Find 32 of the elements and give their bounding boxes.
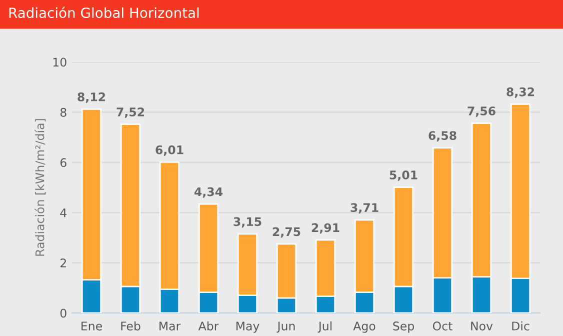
total-label: 7,56 (468, 106, 496, 117)
x-tick-label: Oct (432, 322, 452, 330)
y-tick-label: 4 (60, 208, 66, 218)
total-label: 3,15 (234, 217, 262, 228)
x-tick-label: Jun (276, 322, 295, 333)
total-label: 6,01 (156, 145, 184, 156)
x-tick-label: Jul (318, 321, 332, 333)
x-tick-label: May (236, 322, 260, 333)
total-label: 3,71 (350, 203, 378, 214)
total-label: 8,12 (78, 92, 106, 103)
y-axis-title: Radiación [kWh/m²/día] (34, 119, 46, 256)
y-tick-label: 10 (53, 58, 66, 67)
total-label: 5,01 (390, 170, 418, 181)
x-tick-label: Dic (512, 321, 530, 330)
chart-title: Radiación Global Horizontal (9, 6, 199, 18)
x-tick-label: Sep (393, 322, 414, 333)
y-tick-label: 6 (60, 158, 66, 168)
total-label: 7,52 (116, 107, 144, 118)
total-label: 2,91 (312, 223, 340, 234)
x-tick-label: Mar (160, 322, 181, 330)
x-tick-label: Ene (82, 322, 102, 330)
total-label: 8,32 (506, 87, 534, 98)
total-label: 6,58 (428, 131, 456, 142)
y-tick-label: 8 (60, 108, 66, 117)
y-tick-label: 0 (60, 308, 66, 318)
x-tick-label: Ago (353, 322, 376, 333)
x-tick-label: Nov (471, 322, 493, 330)
y-tick-label: 2 (60, 258, 66, 268)
total-label: 4,34 (194, 187, 223, 198)
total-label: 2,75 (272, 227, 300, 238)
x-tick-label: Feb (121, 321, 140, 330)
x-tick-label: Abr (198, 321, 219, 330)
